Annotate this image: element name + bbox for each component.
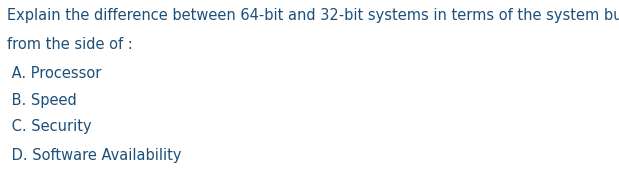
Text: A. Processor: A. Processor <box>7 66 102 81</box>
Text: from the side of :: from the side of : <box>7 37 133 52</box>
Text: D. Software Availability: D. Software Availability <box>7 148 182 163</box>
Text: Explain the difference between 64-bit and 32-bit systems in terms of the system : Explain the difference between 64-bit an… <box>7 8 619 23</box>
Text: B. Speed: B. Speed <box>7 93 77 108</box>
Text: C. Security: C. Security <box>7 119 92 134</box>
